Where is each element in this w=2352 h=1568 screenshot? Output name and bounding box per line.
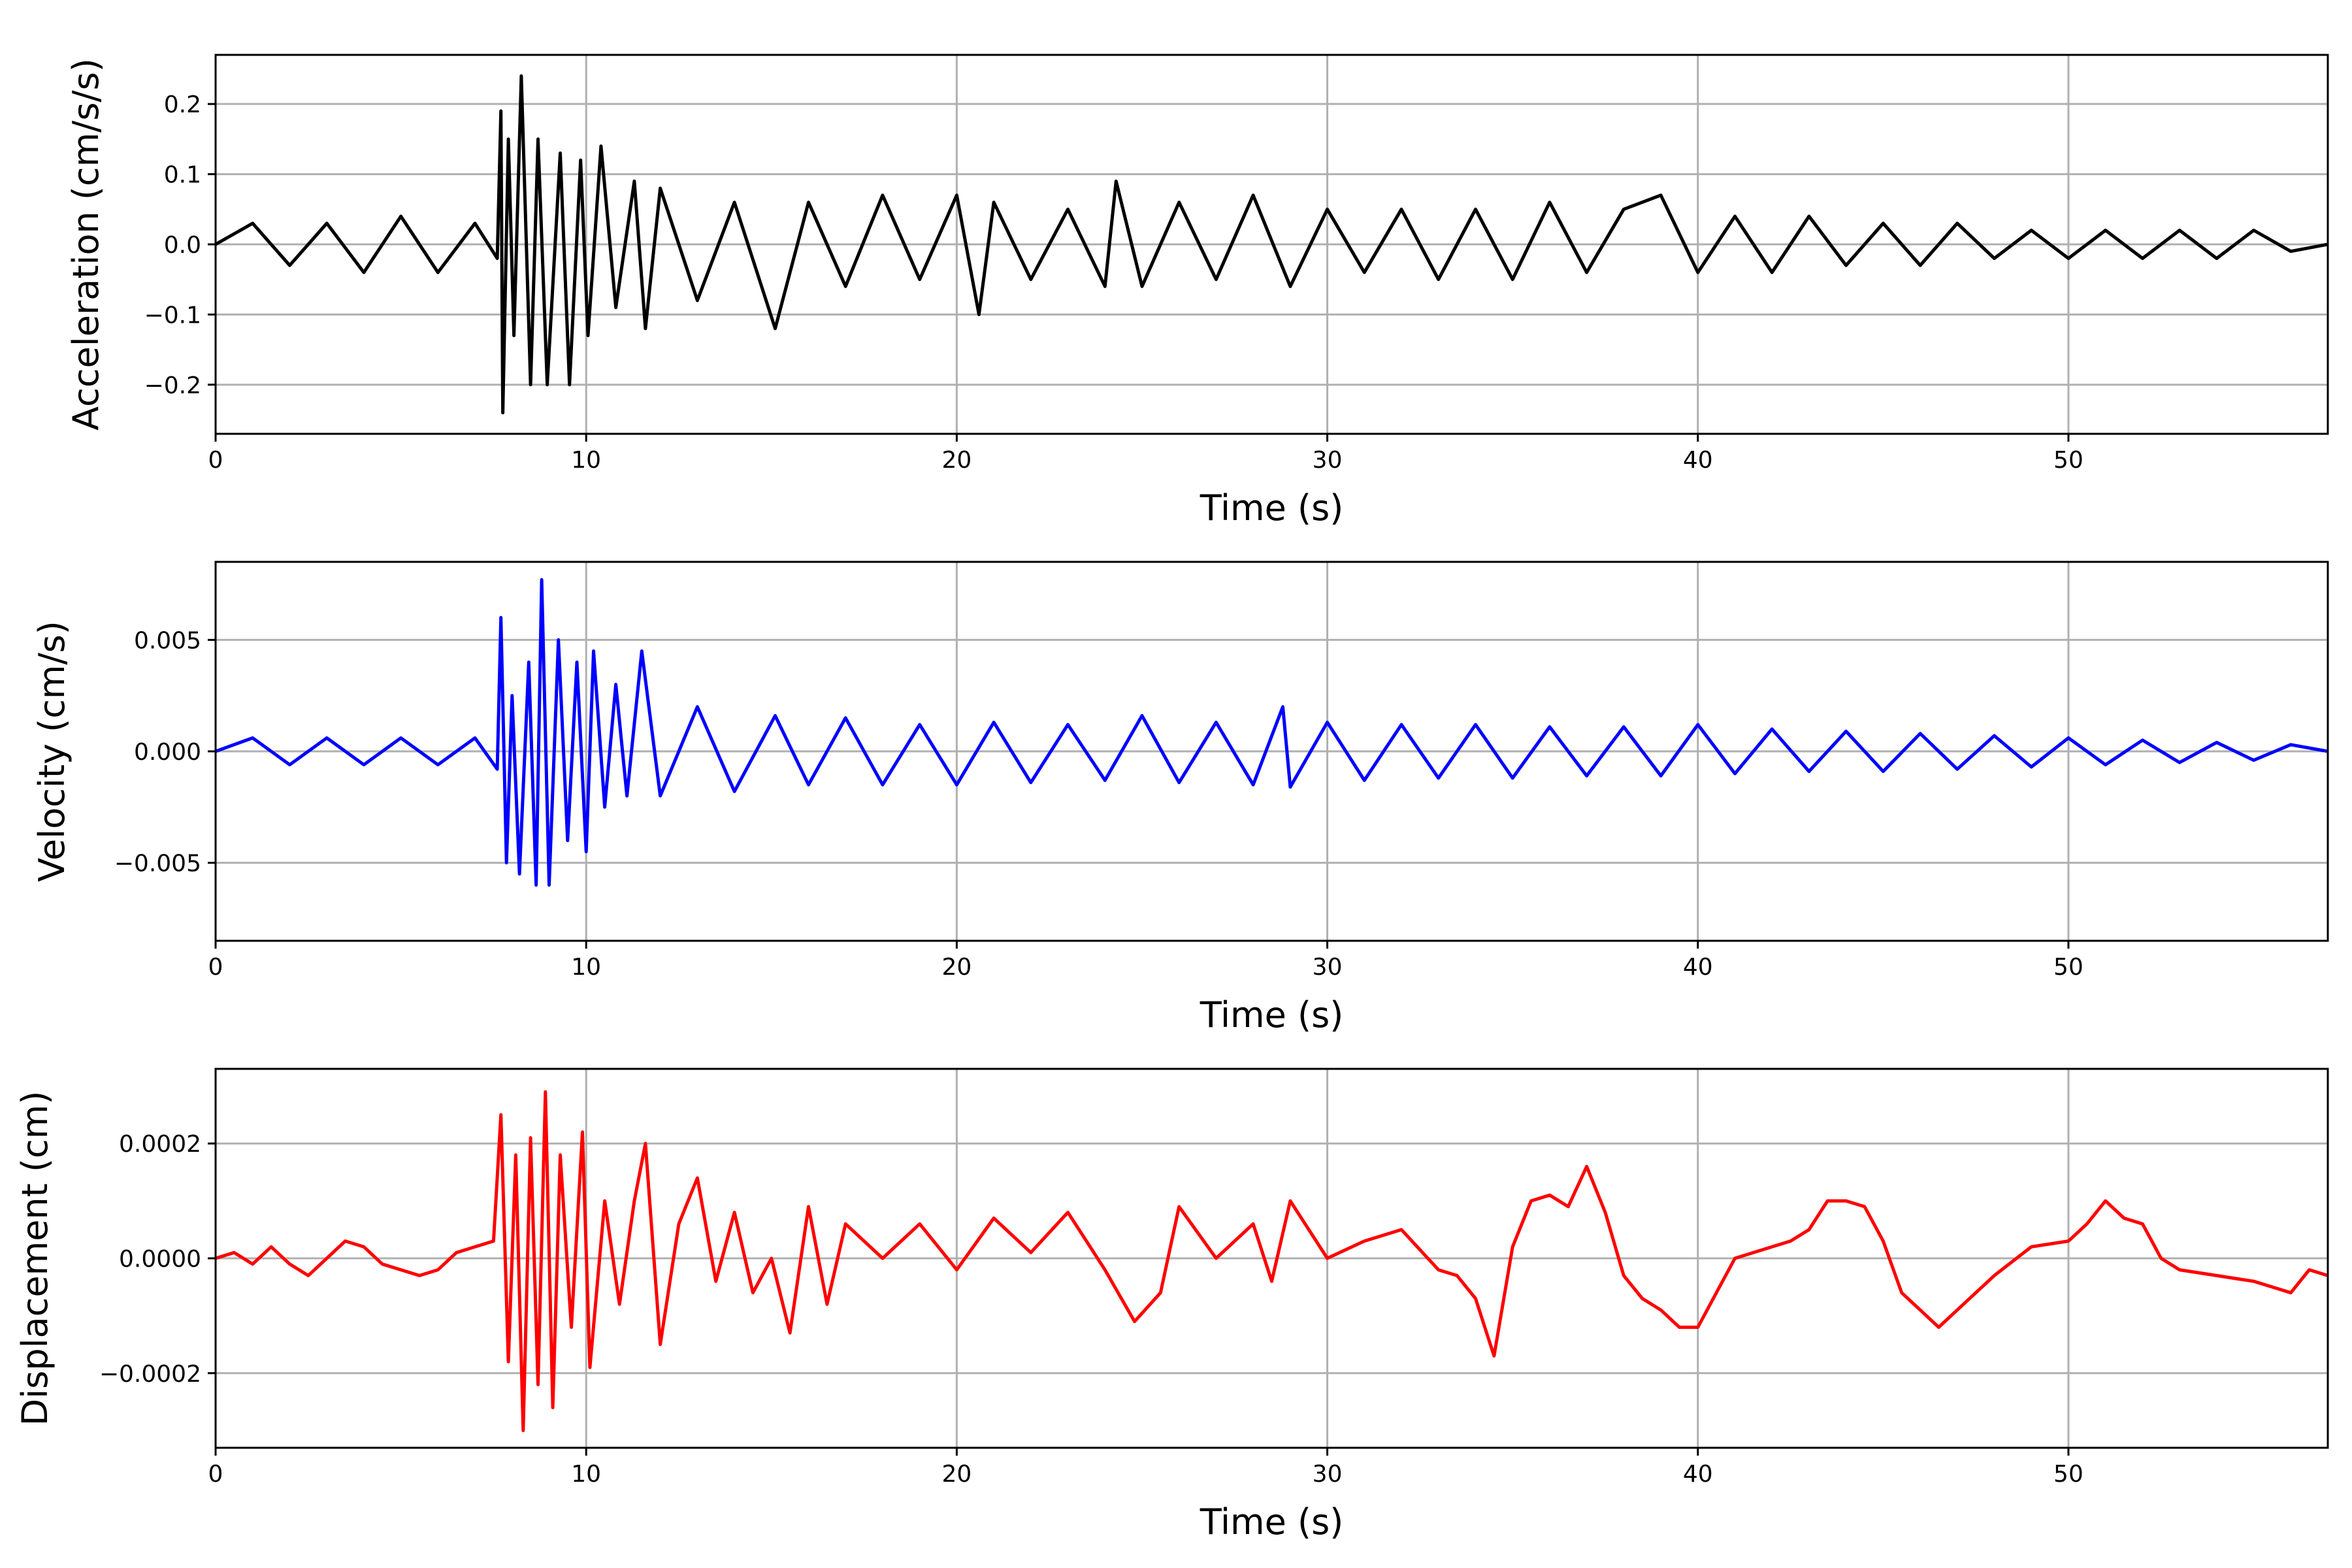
x-tick-label: 10: [571, 447, 601, 474]
x-axis-label: Time (s): [1200, 994, 1344, 1036]
series-line: [216, 1090, 2328, 1433]
y-axis-label: Displacement (cm): [14, 1091, 56, 1426]
x-tick-label: 40: [1683, 1461, 1713, 1488]
x-tick-label: 30: [1313, 954, 1343, 981]
x-tick-label: 50: [2053, 1461, 2083, 1488]
x-tick-label: 50: [2053, 954, 2083, 981]
series-line: [216, 74, 2328, 415]
y-tick-label: 0.0000: [119, 1246, 201, 1273]
subplot-3: 0 10 20 30 40 50 −0.0002 0.0000 0.0002 Time (s) Di…: [14, 1068, 2329, 1543]
y-tick-label: −0.0002: [99, 1361, 201, 1388]
x-tick-label: 0: [208, 954, 223, 981]
x-tick-label: 40: [1683, 447, 1713, 474]
x-axis-label: Time (s): [1200, 487, 1344, 529]
subplot-2: 0 10 20 30 40 50 −0.005 0.000 0.005 Time (s) Veloc…: [31, 561, 2329, 1036]
y-tick-label: −0.005: [114, 851, 201, 877]
y-tick-label: 0.2: [164, 91, 201, 118]
subplot-1: 0 10 20 30 40 50 −0.2 −0.1 0.0 0.1 0.2 Time (s) Acce…: [65, 54, 2329, 529]
x-tick-label: 30: [1313, 1461, 1343, 1488]
y-tick-label: 0.000: [134, 739, 201, 766]
y-axis-label: Acceleration (cm/s/s): [65, 58, 106, 431]
y-tick-label: −0.2: [144, 372, 201, 399]
y-tick-label: 0.1: [164, 162, 201, 189]
y-tick-label: 0.0: [164, 232, 201, 259]
y-tick-label: 0.005: [134, 627, 201, 654]
series-line: [216, 578, 2328, 887]
y-tick-label: −0.1: [144, 302, 201, 329]
y-tick-label: 0.0002: [119, 1131, 201, 1158]
x-tick-label: 40: [1683, 954, 1713, 981]
x-axis-label: Time (s): [1200, 1501, 1344, 1543]
x-tick-label: 20: [941, 447, 972, 474]
y-axis-label: Velocity (cm/s): [31, 621, 73, 882]
x-tick-label: 50: [2053, 447, 2083, 474]
x-tick-label: 0: [208, 1461, 223, 1488]
x-tick-label: 10: [571, 1461, 601, 1488]
x-tick-label: 20: [941, 954, 972, 981]
x-tick-label: 20: [941, 1461, 972, 1488]
x-tick-label: 0: [208, 447, 223, 474]
x-tick-label: 30: [1313, 447, 1343, 474]
x-tick-label: 10: [571, 954, 601, 981]
